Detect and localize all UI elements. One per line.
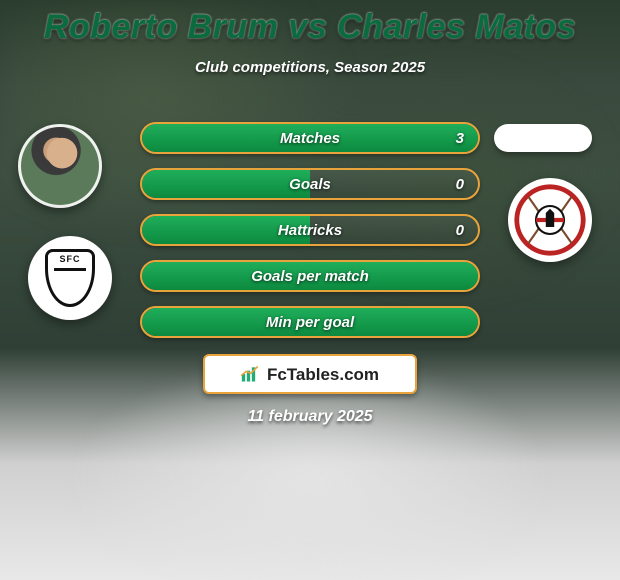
stat-value-right: 0 [456, 216, 464, 244]
watermark-link[interactable]: FcTables.com [203, 354, 417, 394]
stat-row-min-per-goal: Min per goal [140, 306, 480, 338]
subtitle: Club competitions, Season 2025 [0, 59, 620, 76]
stat-label: Hattricks [142, 216, 478, 244]
stat-value-right: 3 [456, 124, 464, 152]
stat-label: Matches [142, 124, 478, 152]
santos-shield-icon [45, 249, 95, 307]
club-left-crest [28, 236, 112, 320]
stat-row-goals: Goals 0 [140, 168, 480, 200]
player-left-avatar [18, 124, 102, 208]
stat-label: Goals [142, 170, 478, 198]
stats-container: Matches 3 Goals 0 Hattricks 0 Goals per … [140, 122, 480, 338]
corinthians-crest-icon [515, 185, 585, 255]
stat-row-goals-per-match: Goals per match [140, 260, 480, 292]
stat-label: Goals per match [142, 262, 478, 290]
stat-label: Min per goal [142, 308, 478, 336]
stat-value-right: 0 [456, 170, 464, 198]
stat-row-hattricks: Hattricks 0 [140, 214, 480, 246]
stat-row-matches: Matches 3 [140, 122, 480, 154]
player-right-placeholder [494, 124, 592, 152]
date-text: 11 february 2025 [0, 408, 620, 426]
club-right-crest [508, 178, 592, 262]
watermark-text: FcTables.com [267, 366, 379, 383]
bar-chart-icon [241, 365, 261, 383]
page-title: Roberto Brum vs Charles Matos [0, 0, 620, 47]
